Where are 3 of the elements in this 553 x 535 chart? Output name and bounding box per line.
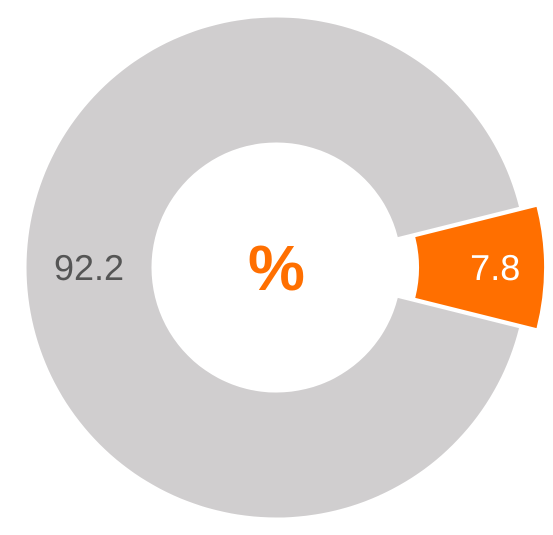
data-label: 7.8 bbox=[470, 247, 520, 288]
text: % bbox=[248, 232, 305, 304]
data-label: 92.2 bbox=[54, 247, 124, 288]
